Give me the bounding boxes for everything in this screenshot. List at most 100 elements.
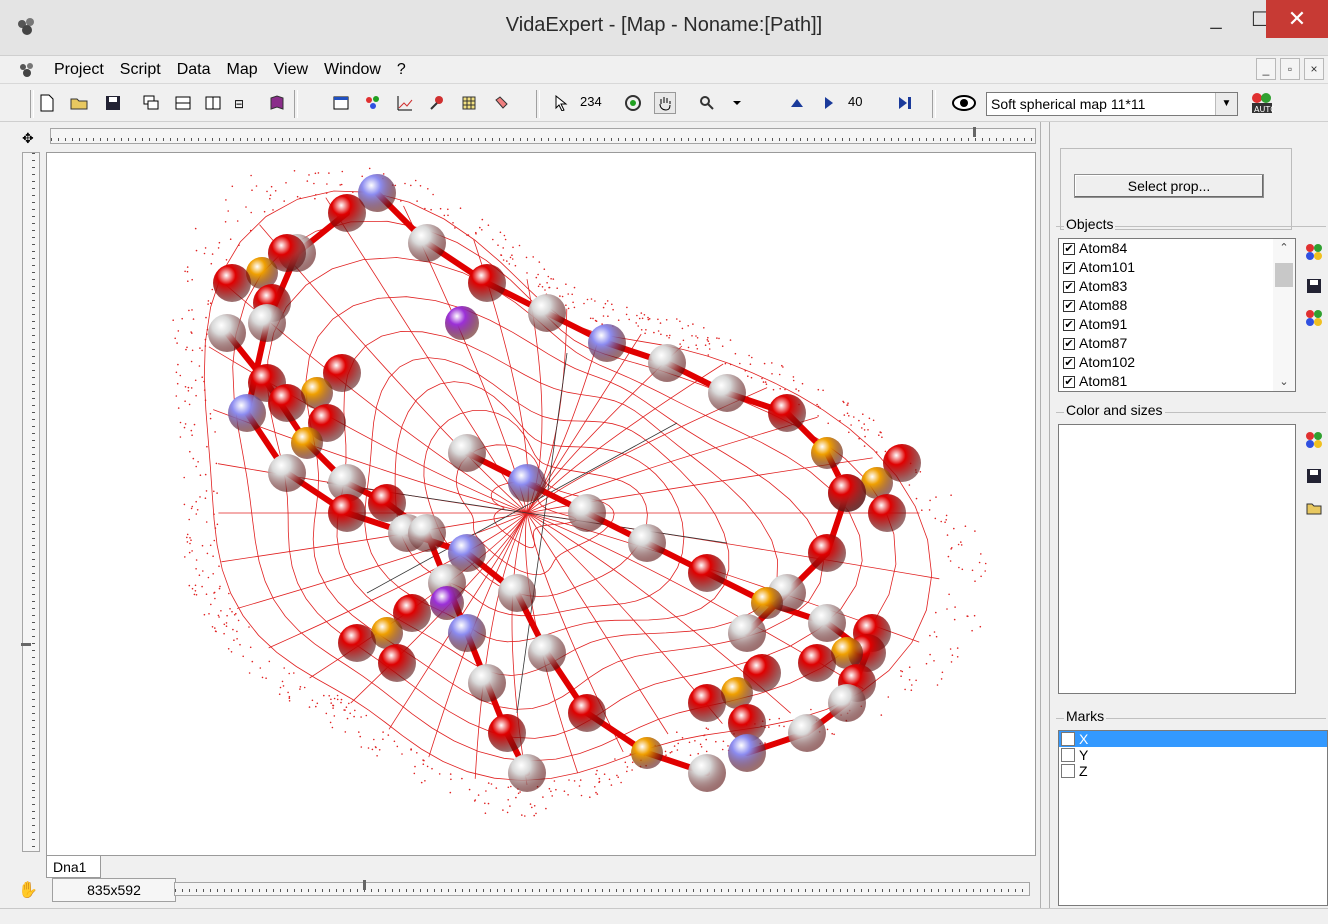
atom-sphere — [588, 324, 626, 362]
close-button[interactable]: ✕ — [1266, 0, 1328, 38]
atom-sphere — [498, 574, 536, 612]
bottom-ruler[interactable] — [174, 882, 1030, 896]
list-item[interactable]: ✔ Atom91 — [1059, 315, 1295, 334]
marks-list[interactable]: X Y Z — [1058, 730, 1328, 906]
open-folder-icon[interactable] — [1304, 498, 1324, 518]
list-item[interactable]: ✔ Atom87 — [1059, 334, 1295, 353]
objects-list[interactable]: ✔ Atom84 ✔ Atom101 ✔ Atom83 ✔ Atom88 ✔ Atom91… — [1058, 238, 1296, 392]
checkbox[interactable] — [1061, 764, 1075, 778]
menu-script[interactable]: Script — [112, 56, 169, 84]
list-item[interactable]: ✔ Atom81 — [1059, 372, 1295, 391]
scrollbar-thumb[interactable] — [1275, 263, 1293, 287]
vertical-ruler-thumb[interactable] — [21, 643, 31, 646]
minimize-button[interactable]: _ — [1196, 0, 1236, 38]
checkbox[interactable]: ✔ — [1063, 243, 1075, 255]
list-item[interactable]: ✔ Atom102 — [1059, 353, 1295, 372]
list-item[interactable]: ✔ Atom84 — [1059, 239, 1295, 258]
book-icon[interactable] — [266, 92, 288, 114]
grid-icon[interactable] — [458, 92, 480, 114]
object-name: Atom91 — [1079, 315, 1127, 334]
horizontal-ruler[interactable] — [50, 128, 1036, 144]
menu-view[interactable]: View — [266, 56, 316, 84]
menu-window[interactable]: Window — [316, 56, 389, 84]
auto-icon[interactable]: AUTO — [1250, 90, 1274, 116]
checkbox[interactable]: ✔ — [1063, 338, 1075, 350]
new-file-icon[interactable] — [36, 92, 58, 114]
eye-icon[interactable] — [950, 90, 978, 116]
mark-item-z[interactable]: Z — [1059, 763, 1327, 779]
tile-horizontal-icon[interactable] — [172, 92, 194, 114]
open-folder-icon[interactable] — [68, 92, 90, 114]
palette-icon[interactable] — [1304, 308, 1324, 328]
checkbox[interactable]: ✔ — [1063, 376, 1075, 388]
step-up-icon[interactable] — [786, 92, 808, 114]
panel-splitter[interactable] — [1040, 122, 1050, 912]
tab-dna1[interactable]: Dna1 — [46, 856, 101, 878]
atom-sphere — [798, 644, 836, 682]
mark-item-y[interactable]: Y — [1059, 747, 1327, 763]
pin-icon[interactable] — [426, 92, 448, 114]
horizontal-ruler-thumb[interactable] — [973, 127, 976, 137]
document-icon[interactable] — [18, 61, 38, 79]
menu-help[interactable]: ? — [389, 56, 414, 84]
map-status-row: ✋ 835x592 — [16, 878, 1036, 904]
hand-icon[interactable]: ✋ — [18, 880, 38, 900]
zoom-dropdown-icon[interactable] — [726, 92, 748, 114]
step-value[interactable]: 40 — [848, 94, 862, 109]
scroll-down-icon[interactable]: ⌄ — [1273, 373, 1295, 391]
atom-sphere — [568, 494, 606, 532]
eraser-icon[interactable] — [490, 92, 512, 114]
palette-icon[interactable] — [1304, 430, 1324, 450]
hand-pan-icon[interactable] — [654, 92, 676, 114]
checkbox[interactable]: ✔ — [1063, 262, 1075, 274]
rotate-icon[interactable] — [622, 92, 644, 114]
list-item[interactable]: ✔ Atom101 — [1059, 258, 1295, 277]
vertical-ruler[interactable] — [22, 152, 40, 852]
select-prop-button[interactable]: Select prop... — [1074, 174, 1264, 198]
mdi-minimize-button[interactable]: _ — [1256, 58, 1276, 80]
map-canvas[interactable] — [46, 152, 1036, 856]
menu-project[interactable]: Project — [46, 56, 112, 84]
save-icon[interactable] — [1304, 276, 1324, 296]
checkbox[interactable]: ✔ — [1063, 281, 1075, 293]
mdi-close-button[interactable]: × — [1304, 58, 1324, 80]
graph-icon[interactable] — [394, 92, 416, 114]
atom-sphere — [628, 524, 666, 562]
pointer-icon[interactable] — [550, 92, 572, 114]
save-icon[interactable] — [102, 92, 124, 114]
scatter-icon[interactable] — [362, 92, 384, 114]
palette-icon[interactable] — [1304, 242, 1324, 262]
map-type-select[interactable]: Soft spherical map 11*11 ▼ — [986, 92, 1238, 116]
menu-map[interactable]: Map — [219, 56, 266, 84]
list-item[interactable]: ✔ Atom83 — [1059, 277, 1295, 296]
skip-end-icon[interactable] — [894, 92, 916, 114]
play-icon[interactable] — [818, 92, 840, 114]
menu-data[interactable]: Data — [169, 56, 219, 84]
table-icon[interactable] — [330, 92, 352, 114]
scroll-up-icon[interactable]: ⌃ — [1273, 239, 1295, 257]
checkbox[interactable]: ✔ — [1063, 357, 1075, 369]
molecule-visualization[interactable] — [47, 153, 1035, 855]
cascade-icon[interactable] — [140, 92, 162, 114]
object-name: Atom102 — [1079, 353, 1135, 372]
objects-scrollbar[interactable]: ⌃ ⌄ — [1273, 239, 1295, 391]
color-sizes-list[interactable] — [1058, 424, 1296, 694]
checkbox[interactable] — [1061, 748, 1075, 762]
toolbar-separator — [294, 90, 298, 118]
list-item[interactable]: ✔ Atom88 — [1059, 296, 1295, 315]
checkbox[interactable]: ✔ — [1063, 319, 1075, 331]
chevron-down-icon[interactable]: ▼ — [1215, 93, 1237, 115]
zoom-icon[interactable] — [696, 92, 718, 114]
checkbox[interactable]: ✔ — [1063, 300, 1075, 312]
move-crosshair-icon[interactable]: ✥ — [22, 130, 34, 147]
checkbox[interactable] — [1061, 732, 1075, 746]
arrange-icon[interactable]: ⊟ — [230, 92, 252, 114]
mark-item-x[interactable]: X — [1059, 731, 1327, 747]
mdi-restore-button[interactable]: ▫ — [1280, 58, 1300, 80]
map-type-value: Soft spherical map 11*11 — [991, 96, 1145, 112]
tile-vertical-icon[interactable] — [202, 92, 224, 114]
bottom-ruler-thumb[interactable] — [363, 880, 366, 890]
marks-label: Marks — [1064, 708, 1106, 724]
atom-sphere — [430, 586, 464, 620]
save-icon[interactable] — [1304, 466, 1324, 486]
